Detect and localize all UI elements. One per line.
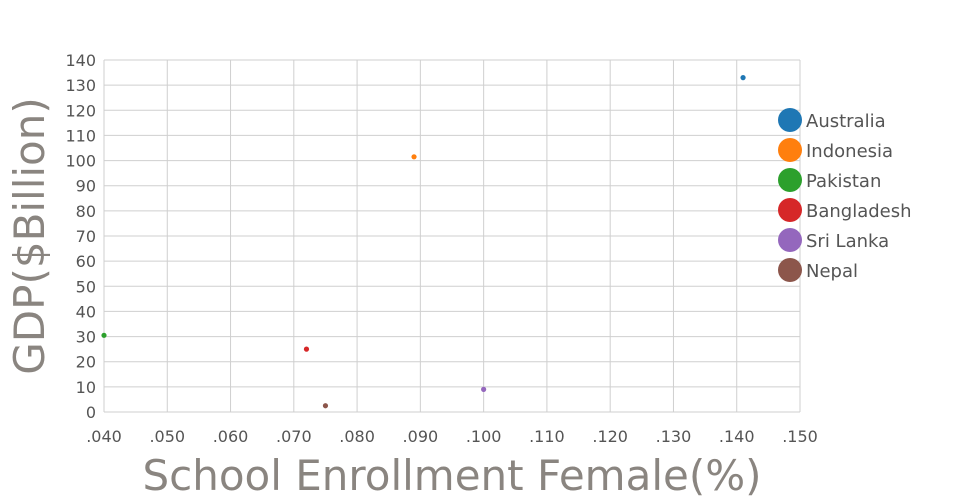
data-points <box>101 75 746 409</box>
legend-marker <box>778 198 802 222</box>
y-tick-label: 70 <box>76 227 96 246</box>
legend-item-pakistan[interactable]: Pakistan <box>778 168 881 192</box>
x-tick-label: .060 <box>213 427 249 446</box>
legend-marker <box>778 258 802 282</box>
y-axis-title: GDP($Billion) <box>5 97 54 375</box>
y-tick-label: 50 <box>76 277 96 296</box>
legend-marker <box>778 228 802 252</box>
x-tick-label: .040 <box>86 427 122 446</box>
legend-label: Pakistan <box>806 171 881 192</box>
y-tick-label: 120 <box>65 101 96 120</box>
legend-marker <box>778 108 802 132</box>
legend-item-indonesia[interactable]: Indonesia <box>778 138 893 162</box>
legend-label: Indonesia <box>806 141 893 162</box>
data-point-sri-lanka[interactable] <box>481 386 487 392</box>
x-axis-title: School Enrollment Female(%) <box>142 451 761 500</box>
x-tick-label: .090 <box>403 427 439 446</box>
x-axis-ticks: .040 .050 .060 .070 .080 .090 .100 .110 .120 .130… <box>86 427 818 446</box>
legend-marker <box>778 168 802 192</box>
y-tick-label: 40 <box>76 302 96 321</box>
legend-label: Australia <box>806 111 886 132</box>
y-tick-label: 20 <box>76 353 96 372</box>
data-point-nepal[interactable] <box>322 403 329 409</box>
x-tick-label: .080 <box>339 427 375 446</box>
legend-item-australia[interactable]: Australia <box>778 108 886 132</box>
data-point-bangladesh[interactable] <box>303 346 310 352</box>
legend-label: Sri Lanka <box>806 231 889 252</box>
y-tick-label: 110 <box>65 126 96 145</box>
legend: Australia Indonesia Pakistan Bangladesh Sri … <box>778 108 912 282</box>
x-tick-label: .150 <box>782 427 818 446</box>
y-tick-label: 140 <box>65 51 96 70</box>
y-tick-label: 130 <box>65 76 96 95</box>
x-tick-label: .140 <box>719 427 755 446</box>
x-tick-label: .120 <box>592 427 628 446</box>
y-tick-label: 100 <box>65 152 96 171</box>
y-tick-label: 60 <box>76 252 96 271</box>
x-tick-label: .110 <box>529 427 565 446</box>
data-point-pakistan[interactable] <box>101 332 107 338</box>
x-tick-label: .070 <box>276 427 312 446</box>
y-axis-ticks: 0 10 20 30 40 50 60 70 80 90 100 110 120 130 140 <box>65 51 96 422</box>
legend-item-nepal[interactable]: Nepal <box>778 258 858 282</box>
y-tick-label: 10 <box>76 378 96 397</box>
x-tick-label: .130 <box>656 427 692 446</box>
data-point-indonesia[interactable] <box>411 154 417 160</box>
x-tick-label: .050 <box>149 427 185 446</box>
y-tick-label: 90 <box>76 177 96 196</box>
legend-label: Bangladesh <box>806 201 912 222</box>
data-point-australia[interactable] <box>740 75 746 81</box>
y-tick-label: 30 <box>76 328 96 347</box>
legend-label: Nepal <box>806 261 858 282</box>
y-tick-label: 80 <box>76 202 96 221</box>
legend-item-sri-lanka[interactable]: Sri Lanka <box>778 228 889 252</box>
x-tick-label: .100 <box>466 427 502 446</box>
y-tick-label: 0 <box>86 403 96 422</box>
legend-item-bangladesh[interactable]: Bangladesh <box>778 198 912 222</box>
grid <box>103 59 801 413</box>
legend-marker <box>778 138 802 162</box>
